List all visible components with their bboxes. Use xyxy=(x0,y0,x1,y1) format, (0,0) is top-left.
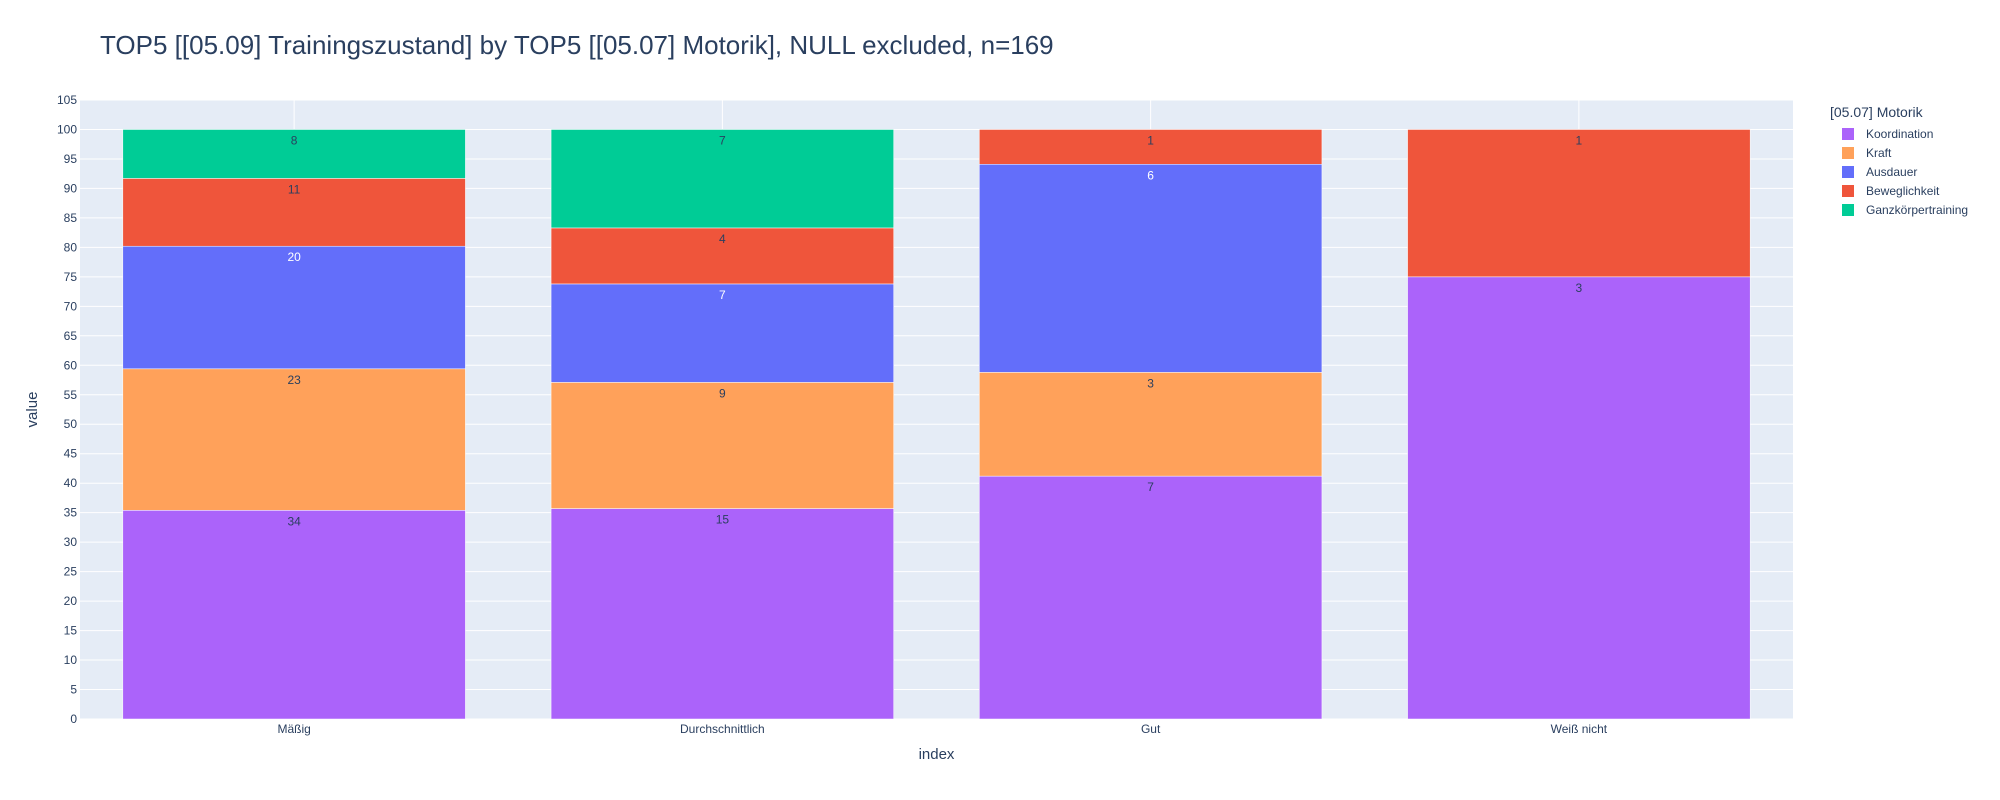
x-tick-label: Durchschnittlich xyxy=(680,722,765,736)
bar-segment xyxy=(122,368,466,511)
legend-item[interactable]: Beweglichkeit xyxy=(1830,181,1968,200)
bar-segment xyxy=(979,164,1323,373)
bar-segment xyxy=(122,129,466,179)
bar-segment xyxy=(979,475,1323,720)
bar-value-label: 34 xyxy=(287,514,301,528)
bar-value-label: 20 xyxy=(287,250,301,264)
legend-item[interactable]: Ausdauer xyxy=(1830,162,1968,181)
y-tick-label: 35 xyxy=(64,506,78,520)
y-tick-label: 40 xyxy=(64,476,78,490)
x-axis-title: index xyxy=(919,746,955,763)
bar-segment xyxy=(550,227,894,285)
bar-value-label: 7 xyxy=(1147,480,1154,494)
bar-value-label: 23 xyxy=(287,373,301,387)
bar-value-label: 9 xyxy=(719,386,726,400)
legend-item[interactable]: Koordination xyxy=(1830,124,1968,143)
bar-value-label: 3 xyxy=(1576,281,1583,295)
y-tick-label: 10 xyxy=(64,653,78,667)
legend-swatch xyxy=(1842,184,1854,197)
y-tick-label: 20 xyxy=(64,594,78,608)
legend-item[interactable]: Kraft xyxy=(1830,143,1968,162)
legend-label: Koordination xyxy=(1866,126,1934,141)
y-tick-label: 65 xyxy=(64,329,78,343)
bar-segment xyxy=(122,245,466,370)
bar-value-label: 6 xyxy=(1147,168,1154,182)
y-tick-label: 70 xyxy=(64,299,78,313)
legend-title: [05.07] Motorik xyxy=(1830,104,1923,120)
legend-swatch xyxy=(1842,203,1854,216)
legend-label: Ganzkörpertraining xyxy=(1866,202,1969,217)
bar-value-label: 8 xyxy=(291,133,298,147)
y-tick-label: 45 xyxy=(64,447,78,461)
y-tick-label: 30 xyxy=(64,535,78,549)
y-tick-label: 105 xyxy=(57,93,77,107)
x-tick-label: Gut xyxy=(1141,722,1161,736)
y-tick-label: 85 xyxy=(64,211,78,225)
bar-value-label: 4 xyxy=(719,232,726,246)
chart-title: TOP5 [[05.09] Trainingszustand] by TOP5 … xyxy=(100,30,1054,60)
bar-segment xyxy=(979,129,1323,165)
bar-segment xyxy=(1407,276,1751,720)
bar-value-label: 7 xyxy=(719,133,726,147)
y-tick-label: 90 xyxy=(64,181,78,195)
bar-segment xyxy=(979,372,1323,477)
legend-items: Koordination Kraft Ausdauer Beweglichkeit Ga… xyxy=(1830,124,1968,219)
y-tick-label: 15 xyxy=(64,624,78,638)
legend: [05.07] Motorik Koordination Kraft Ausdaue… xyxy=(1830,104,1968,219)
y-axis-title: value xyxy=(24,392,41,428)
y-tick-label: 0 xyxy=(70,712,77,726)
y-tick-label: 55 xyxy=(64,388,78,402)
legend-label: Beweglichkeit xyxy=(1866,183,1940,198)
bar-segment xyxy=(550,508,894,720)
x-tick-label: Mäßig xyxy=(277,722,310,736)
legend-label: Ausdauer xyxy=(1866,164,1918,179)
bar-segment xyxy=(550,129,894,229)
y-tick-label: 60 xyxy=(64,358,78,372)
legend-swatch xyxy=(1842,127,1854,140)
bar-segment xyxy=(550,283,894,383)
y-tick-label: 95 xyxy=(64,152,78,166)
bar-value-label: 11 xyxy=(288,182,301,196)
y-tick-label: 80 xyxy=(64,240,78,254)
bar-segment xyxy=(550,382,894,509)
y-tick-label: 25 xyxy=(64,565,78,579)
bar-value-label: 1 xyxy=(1147,133,1154,147)
bar-value-label: 3 xyxy=(1147,376,1154,390)
legend-swatch xyxy=(1842,165,1854,178)
bar-value-label: 1 xyxy=(1576,133,1583,147)
y-tick-label: 5 xyxy=(70,683,77,697)
bar-segment xyxy=(1407,129,1751,278)
y-tick-label: 50 xyxy=(64,417,78,431)
bar-segment xyxy=(122,178,466,247)
bar-value-label: 15 xyxy=(716,513,730,527)
y-tick-label: 100 xyxy=(57,122,77,136)
legend-label: Kraft xyxy=(1866,145,1892,160)
legend-swatch xyxy=(1842,146,1854,159)
y-tick-label: 75 xyxy=(64,270,78,284)
bar-segment xyxy=(122,510,466,720)
bar-value-label: 7 xyxy=(719,288,726,302)
x-tick-label: Weiß nicht xyxy=(1551,722,1608,736)
legend-item[interactable]: Ganzkörpertraining xyxy=(1830,200,1968,219)
